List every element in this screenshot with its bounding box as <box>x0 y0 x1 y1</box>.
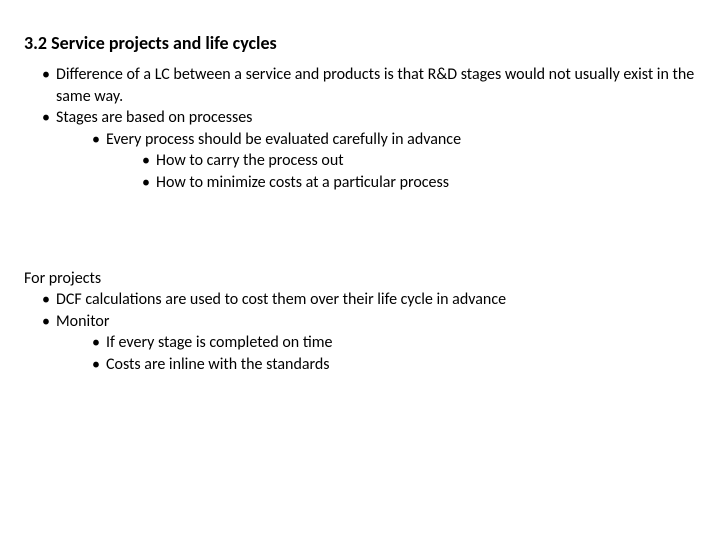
list-item: Every process should be evaluated carefu… <box>92 129 696 194</box>
list-item: How to minimize costs at a particular pr… <box>142 172 696 194</box>
list-item: How to carry the process out <box>142 150 696 172</box>
section-heading: 3.2 Service projects and life cycles <box>24 32 696 54</box>
bullet-list-nested: Every process should be evaluated carefu… <box>56 129 696 194</box>
list-item: Costs are inline with the standards <box>92 354 696 376</box>
section2: For projects DCF calculations are used t… <box>24 268 696 376</box>
list-item-text: Monitor <box>56 312 109 331</box>
bullet-list-nested: If every stage is completed on time Cost… <box>56 332 696 375</box>
list-item: Monitor If every stage is completed on t… <box>42 311 696 376</box>
bullet-list-section1: Difference of a LC between a service and… <box>24 64 696 194</box>
slide: 3.2 Service projects and life cycles Dif… <box>0 0 720 540</box>
list-item: DCF calculations are used to cost them o… <box>42 289 696 311</box>
list-item: Stages are based on processes Every proc… <box>42 107 696 193</box>
list-item-text: Every process should be evaluated carefu… <box>106 130 461 149</box>
list-item: If every stage is completed on time <box>92 332 696 354</box>
list-item-text: Stages are based on processes <box>56 108 252 127</box>
section2-label: For projects <box>24 268 696 290</box>
bullet-list-nested: How to carry the process out How to mini… <box>106 150 696 193</box>
list-item: Difference of a LC between a service and… <box>42 64 696 107</box>
bullet-list-section2: DCF calculations are used to cost them o… <box>24 289 696 375</box>
